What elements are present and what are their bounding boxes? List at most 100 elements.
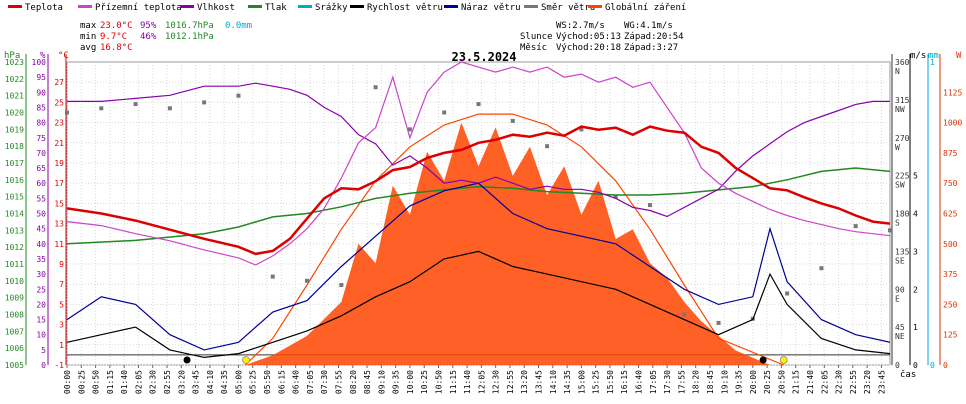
- humidity_pct-tick-label: 65: [36, 164, 46, 173]
- x-tick-label: 02:05: [134, 370, 143, 394]
- x-tick-label: 03:20: [177, 370, 186, 394]
- x-tick-label: 06:40: [292, 370, 301, 394]
- wind-dir-point: [65, 110, 69, 115]
- wind-dir-label: SE: [895, 256, 905, 265]
- x-tick-label: 07:55: [334, 370, 343, 394]
- pressure_hpa-tick-label: 1012: [5, 243, 24, 252]
- x-tick-label: 17:55: [677, 370, 686, 394]
- x-tick-label: 19:10: [720, 370, 729, 394]
- x-tick-label: 15:50: [606, 370, 615, 394]
- x-tick-label: 23:20: [863, 370, 872, 394]
- wind-dir-point: [407, 127, 412, 132]
- wind-dir-label: S: [895, 219, 900, 228]
- moon-set: Západ:3:27: [624, 43, 678, 53]
- moonset-marker: [183, 356, 191, 364]
- wind-dir-point: [853, 224, 858, 229]
- wind_dir_deg-tick-label: 90: [895, 285, 905, 294]
- x-tick-label: 12:55: [506, 370, 515, 394]
- humidity_pct-tick-label: 35: [36, 255, 46, 264]
- x-tick-label: 07:05: [306, 370, 315, 394]
- wind-speed-tick-label: 2: [913, 285, 918, 294]
- legend-label: Tlak: [265, 3, 287, 13]
- radiation-tick-label: 1125: [943, 88, 962, 97]
- stats-max-press: 1016.7hPa: [165, 21, 214, 31]
- x-tick-label: 13:20: [520, 370, 529, 394]
- series-line-p-zemn-teplota: [66, 61, 891, 266]
- pressure_hpa-tick-label: 1018: [5, 142, 24, 151]
- pressure_hpa-tick-label: 1013: [5, 226, 24, 235]
- wind-ws: WS:2.7m/s: [556, 21, 605, 31]
- temperature_c-tick-label: 11: [54, 240, 64, 249]
- wind-dir-point: [682, 312, 687, 317]
- stats-max-label: max: [80, 21, 97, 31]
- rain-tick-label: 0: [930, 361, 935, 370]
- wind-dir-label: SW: [895, 181, 905, 190]
- legend-swatch: [78, 5, 92, 8]
- wind-dir-point: [476, 102, 481, 107]
- pressure_hpa-tick-label: 1022: [5, 75, 24, 84]
- x-tick-label: 20:50: [777, 370, 786, 394]
- x-tick-label: 21:40: [806, 370, 815, 394]
- humidity_pct-tick-label: 0: [41, 361, 46, 370]
- legend-swatch: [350, 5, 364, 8]
- x-tick-label: 07:30: [320, 370, 329, 394]
- x-tick-label: 18:45: [706, 370, 715, 394]
- sunrise-marker: [242, 356, 250, 364]
- wind-dir-point: [133, 102, 138, 107]
- temperature_c-tick-label: 15: [54, 199, 64, 208]
- x-tick-label: 05:25: [249, 370, 258, 394]
- stats-avg-temp: 16.8°C: [100, 43, 133, 53]
- stats-min-press: 1012.1hPa: [165, 32, 214, 42]
- x-tick-label: 15:25: [592, 370, 601, 394]
- humidity_pct-tick-label: 25: [36, 285, 46, 294]
- unit-cas: čas: [900, 369, 916, 380]
- wind-dir-point: [510, 118, 515, 123]
- wind-speed-tick-label: 3: [913, 247, 918, 256]
- radiation-tick-label: 250: [943, 300, 958, 309]
- x-tick-label: 00:25: [77, 370, 86, 394]
- wind_dir_deg-tick-label: 225: [895, 172, 910, 181]
- series-line-glob-ln-z-en-teoretick-: [244, 113, 784, 366]
- wind-wg: WG:4.1m/s: [624, 21, 673, 31]
- x-axis: 00:00 00:25 00:50 01:15 01:40 02:05 02:30 02:55…: [63, 365, 886, 394]
- x-tick-label: 02:55: [163, 370, 172, 394]
- wind-dir-point: [99, 106, 104, 111]
- unit-labels: hPa % °C m/s mm W čas: [4, 51, 962, 380]
- x-tick-label: 06:15: [277, 370, 286, 394]
- pressure_hpa-tick-label: 1021: [5, 92, 24, 101]
- temperature_c-tick-label: 7: [59, 280, 64, 289]
- wind-speed-tick-label: 4: [913, 210, 918, 219]
- wind-speed-tick-label: 1: [913, 323, 918, 332]
- moon-rise: Východ:20:18: [556, 43, 621, 53]
- x-tick-label: 11:15: [449, 370, 458, 394]
- x-tick-label: 10:50: [434, 370, 443, 394]
- x-tick-label: 23:45: [877, 370, 886, 394]
- wind_dir_deg-tick-label: 45: [895, 323, 905, 332]
- legend-label: Směr větru: [541, 3, 595, 13]
- series-line-n-raz-v-tru: [66, 182, 891, 351]
- wind-dir-point: [545, 144, 550, 149]
- stats-min-label: min: [80, 32, 96, 42]
- stats-max-hum: 95%: [140, 21, 157, 31]
- x-tick-label: 01:15: [106, 370, 115, 394]
- humidity_pct-tick-label: 60: [36, 179, 46, 188]
- moon-label: Měsíc: [520, 43, 547, 53]
- humidity_pct-tick-label: 75: [36, 134, 46, 143]
- wind-dir-point: [716, 320, 721, 325]
- unit-ms: m/s: [910, 51, 926, 61]
- pressure_hpa-tick-label: 1011: [5, 260, 24, 269]
- radiation-tick-label: 1000: [943, 119, 962, 128]
- chart-title: 23.5.2024: [451, 50, 516, 64]
- series-line-rychlost-v-tru: [66, 250, 891, 359]
- x-tick-label: 05:00: [234, 370, 243, 394]
- humidity_pct-tick-label: 90: [36, 88, 46, 97]
- temperature_c-tick-label: 3: [59, 321, 64, 330]
- radiation-tick-label: 0: [943, 361, 948, 370]
- x-tick-label: 20:25: [763, 370, 772, 394]
- x-tick-label: 08:45: [363, 370, 372, 394]
- wind_dir_deg-tick-label: 0: [895, 361, 900, 370]
- pressure_hpa-tick-label: 1007: [5, 327, 24, 336]
- x-tick-label: 22:05: [820, 370, 829, 394]
- x-tick-label: 05:50: [263, 370, 272, 394]
